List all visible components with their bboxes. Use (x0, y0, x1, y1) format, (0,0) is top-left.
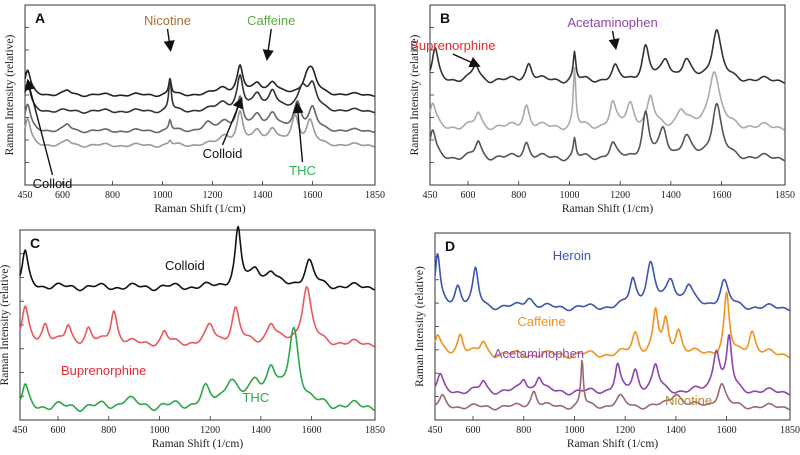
series-line-colloid (429, 102, 785, 162)
panel-letter: A (35, 10, 45, 26)
x-axis-label: Raman Shift (1/cm) (562, 203, 654, 215)
series-line-nicotine (24, 64, 375, 98)
x-tick-label: 1600 (303, 190, 323, 201)
x-tick-label: 1600 (302, 425, 322, 436)
y-axis-label: Raman Intensity (relative) (4, 34, 16, 155)
annotation-colloid: Colloid (33, 176, 73, 191)
x-tick-label: 1600 (717, 425, 737, 436)
x-tick-label: 450 (423, 190, 438, 201)
x-tick-label: 1200 (615, 425, 635, 436)
series-line-thc (24, 95, 375, 134)
series-line-buprenorphine (429, 29, 785, 84)
x-tick-label: 800 (511, 190, 526, 201)
series-line-thc (19, 326, 375, 412)
x-axis-label: Raman Shift (1/cm) (567, 438, 659, 450)
panel-d: 450 600 800 1000 1200 1400 1600 1850 Raman Shift… (414, 232, 800, 450)
series-line-heroin (434, 253, 790, 312)
x-tick-label: 450 (18, 190, 33, 201)
x-tick-label: 1400 (666, 425, 686, 436)
annotation-arrow (262, 28, 274, 61)
x-tick-label: 1200 (200, 425, 220, 436)
panel-a: 450 600 800 1000 1200 1400 1600 1850 Raman Shift… (4, 4, 385, 215)
x-tick-label: 600 (55, 190, 70, 201)
x-tick-label: 450 (428, 425, 443, 436)
annotation-nicotine: Nicotine (665, 393, 712, 408)
x-tick-label: 1000 (149, 425, 169, 436)
x-tick-label: 450 (13, 425, 28, 436)
x-axis-label: Raman Shift (1/cm) (152, 438, 244, 450)
annotation-arrow (292, 102, 304, 163)
annotation-thc: THC (289, 163, 316, 178)
x-tick-label: 1200 (610, 190, 630, 201)
x-tick-label: 1850 (365, 425, 385, 436)
x-tick-label: 1850 (780, 425, 800, 436)
x-tick-label: 1850 (365, 190, 385, 201)
x-tick-label: 800 (101, 425, 116, 436)
annotation-arrow (608, 30, 620, 51)
x-tick-label: 1400 (251, 425, 271, 436)
series-line-acetaminophen (434, 334, 790, 396)
x-tick-label: 800 (516, 425, 531, 436)
annotation-acetaminophen: Acetaminophen (494, 346, 584, 361)
series-line-colloid (19, 225, 375, 292)
annotation-buprenorphine: Buprenorphine (410, 38, 495, 53)
panel-letter: B (440, 10, 450, 26)
panel-c: 450 600 800 1000 1200 1400 1600 1850 Raman Shift… (0, 225, 385, 450)
x-tick-label: 1000 (153, 190, 173, 201)
x-tick-label: 600 (461, 190, 476, 201)
x-tick-label: 800 (105, 190, 120, 201)
panel-letter: D (445, 238, 455, 254)
x-tick-label: 600 (51, 425, 66, 436)
x-tick-label: 1600 (712, 190, 732, 201)
x-tick-label: 1000 (559, 190, 579, 201)
annotation-acetaminophen: Acetaminophen (567, 15, 657, 30)
series-line-buprenorphine (19, 286, 375, 348)
series-line-nicotine (434, 359, 790, 411)
series-line-caffeine (24, 74, 375, 114)
annotation-thc: THC (242, 390, 269, 405)
series-line-caffeine (434, 291, 790, 359)
annotation-arrow (24, 78, 54, 176)
y-axis-label: Raman Intensity (relative) (414, 266, 426, 387)
annotation-colloid: Colloid (203, 146, 243, 161)
y-axis-label: Raman Intensity (relative) (409, 34, 421, 155)
panel-letter: C (30, 235, 40, 251)
annotation-caffeine: Caffeine (247, 13, 295, 28)
annotation-heroin: Heroin (553, 248, 591, 263)
y-axis-label: Raman Intensity (relative) (0, 264, 11, 385)
annotation-caffeine: Caffeine (517, 314, 565, 329)
x-tick-label: 1400 (253, 190, 273, 201)
panel-b: 450 600 800 1000 1200 1400 1600 1850 Raman Shift… (409, 4, 795, 215)
annotation-colloid: Colloid (165, 258, 205, 273)
annotation-arrow (452, 53, 481, 68)
x-axis-label: Raman Shift (1/cm) (154, 203, 246, 215)
x-tick-label: 1400 (661, 190, 681, 201)
annotation-nicotine: Nicotine (144, 13, 191, 28)
x-tick-label: 600 (466, 425, 481, 436)
plot-frame (434, 232, 791, 421)
plot-frame (429, 4, 786, 186)
series-line-colloid (24, 110, 375, 148)
annotation-buprenorphine: Buprenorphine (61, 363, 146, 378)
annotation-arrow (221, 97, 244, 146)
series-line-acetaminophen (429, 67, 785, 131)
x-tick-label: 1850 (775, 190, 795, 201)
x-tick-label: 1200 (203, 190, 223, 201)
x-tick-label: 1000 (564, 425, 584, 436)
annotation-arrow (163, 28, 175, 52)
